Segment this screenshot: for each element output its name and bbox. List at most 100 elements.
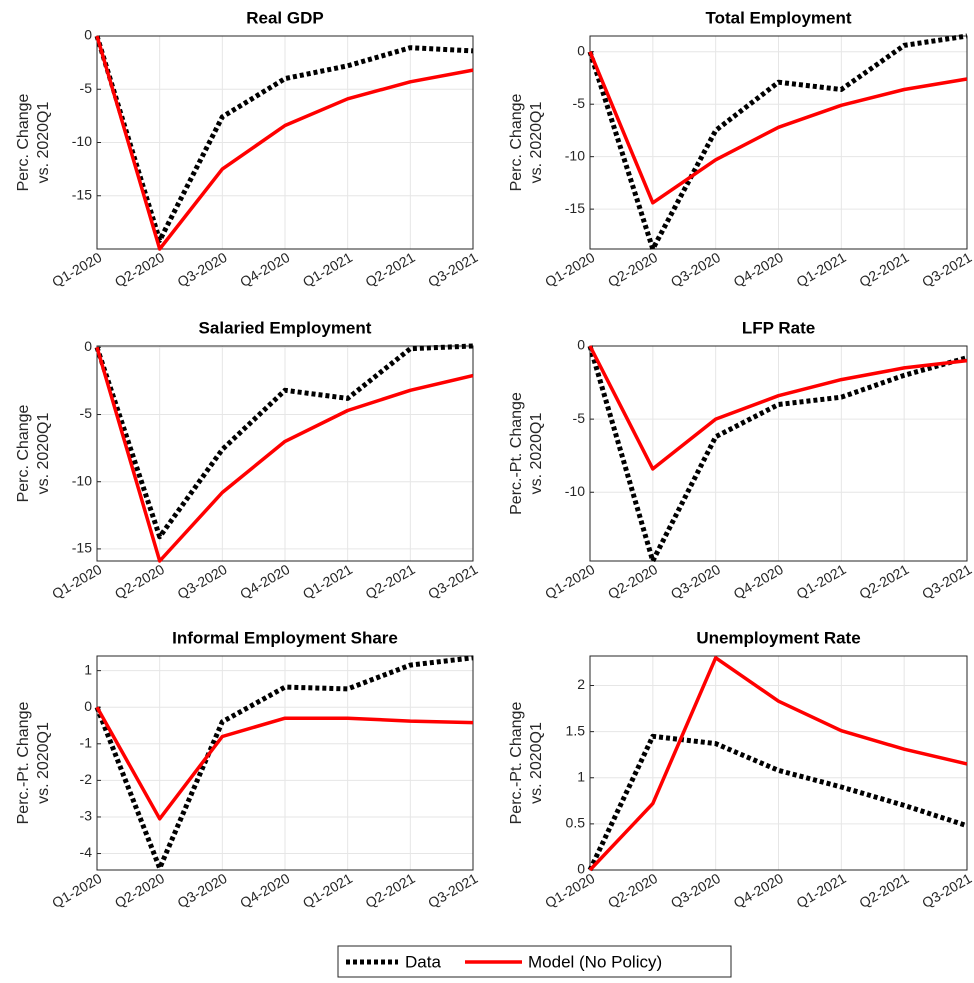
chart-title: Total Employment [705,8,851,27]
y-tick-label: 0 [577,861,585,877]
y-axis-label: Perc. Change [508,93,525,191]
axes-box [589,35,968,250]
x-tick-label: Q2-2021 [363,561,418,602]
y-tick-label: -1 [80,734,93,750]
chart-title: Unemployment Rate [696,628,860,647]
x-tick-label: Q3-2021 [425,870,480,911]
y-axis-label: vs. 2020Q1 [528,722,545,804]
series-line [94,35,474,243]
y-tick-label: -4 [80,844,93,860]
x-tick-label: Q3-2021 [919,870,974,911]
x-tick-label: Q3-2021 [425,561,480,602]
subplot: Q1-2020 Q2-2020 Q3-2020 Q4-2020 Q1-2021 Q2-20… [508,628,974,911]
series-line [588,51,968,205]
chart-title: Real GDP [246,8,323,27]
x-tick-label: Q2-2020 [112,870,167,911]
y-axis-label: Perc.-Pt. Change [508,702,525,825]
x-tick-label: Q2-2020 [605,561,660,602]
x-tick-label: Q4-2020 [237,561,292,602]
x-tick-label: Q2-2021 [363,870,418,911]
y-axis-label: Perc. Change [15,93,32,191]
y-axis-label: Perc.-Pt. Change [15,702,32,825]
y-tick-label: -10 [72,133,92,149]
legend-label: Model (No Policy) [528,952,662,971]
y-axis-label: vs. 2020Q1 [35,101,52,183]
x-tick-label: Q2-2020 [112,561,167,602]
x-tick-label: Q4-2020 [731,561,786,602]
y-axis-label: vs. 2020Q1 [528,101,545,183]
series-line [588,656,968,872]
x-tick-label: Q1-2021 [794,249,849,290]
x-tick-label: Q3-2020 [668,870,723,911]
axes-box [96,655,474,871]
x-tick-label: Q2-2020 [605,249,660,290]
y-tick-label: -3 [80,808,93,824]
legend: Data Model (No Policy) [337,945,732,978]
axes-box [589,345,968,562]
y-axis-label: vs. 2020Q1 [35,722,52,804]
x-tick-label: Q2-2021 [856,561,911,602]
x-tick-label: Q1-2021 [300,561,355,602]
y-tick-label: -10 [565,483,585,499]
x-tick-label: Q4-2020 [731,870,786,911]
y-tick-label: -5 [573,95,586,111]
x-tick-label: Q2-2021 [856,249,911,290]
y-tick-label: 0 [84,338,92,354]
x-tick-label: Q1-2021 [794,870,849,911]
y-axis-label: Perc.-Pt. Change [508,392,525,515]
x-tick-label: Q1-2020 [49,561,104,602]
y-tick-label: 0 [84,698,92,714]
chart-title: LFP Rate [742,318,815,337]
y-tick-label: 0.5 [566,815,586,831]
y-tick-label: -15 [72,540,92,556]
chart-title: Informal Employment Share [172,628,398,647]
y-tick-label: -5 [80,405,93,421]
y-tick-label: 1 [577,768,585,784]
x-tick-label: Q3-2021 [425,249,480,290]
y-tick-label: -10 [565,147,585,163]
x-tick-label: Q3-2020 [668,249,723,290]
x-tick-label: Q1-2021 [794,561,849,602]
y-tick-label: 0 [577,42,585,58]
x-tick-label: Q1-2021 [300,249,355,290]
subplot: Q1-2020 Q2-2020 Q3-2020 Q4-2020 Q1-2021 Q2-20… [15,8,480,290]
y-axis-label: Perc. Change [15,404,32,502]
subplot: Q1-2020 Q2-2020 Q3-2020 Q4-2020 Q1-2021 Q2-20… [508,8,974,290]
x-tick-label: Q1-2021 [300,870,355,911]
x-tick-label: Q1-2020 [542,249,597,290]
series-line [94,343,474,540]
x-tick-label: Q4-2020 [237,870,292,911]
y-tick-label: 0 [84,27,92,43]
x-tick-label: Q1-2020 [542,870,597,911]
x-tick-label: Q2-2021 [363,249,418,290]
y-tick-label: -15 [565,200,585,216]
x-tick-label: Q2-2020 [112,249,167,290]
y-tick-label: -15 [72,186,92,202]
y-tick-label: 1.5 [566,722,586,738]
x-tick-label: Q3-2020 [175,870,230,911]
x-tick-label: Q3-2020 [668,561,723,602]
y-axis-label: vs. 2020Q1 [528,412,545,494]
subplot: Q1-2020 Q2-2020 Q3-2020 Q4-2020 Q1-2021 Q2-20… [15,318,480,602]
x-tick-label: Q3-2020 [175,561,230,602]
x-tick-label: Q3-2020 [175,249,230,290]
x-tick-label: Q2-2021 [856,870,911,911]
series-line [94,655,474,871]
y-tick-label: -5 [80,80,93,96]
subplot: Q1-2020 Q2-2020 Q3-2020 Q4-2020 Q1-2021 Q2-20… [508,318,974,602]
series-line [587,733,968,872]
series-line [95,35,474,251]
subplot: Q1-2020 Q2-2020 Q3-2020 Q4-2020 Q1-2021 Q2-20… [15,628,480,911]
series-line [587,33,968,252]
series-line [587,345,968,564]
x-tick-label: Q3-2021 [919,561,974,602]
x-tick-label: Q2-2020 [605,870,660,911]
x-tick-label: Q1-2020 [49,870,104,911]
y-tick-label: 1 [84,661,92,677]
axes-box [96,35,474,250]
y-tick-label: 0 [577,337,585,353]
series-line [588,345,968,471]
x-tick-label: Q4-2020 [237,249,292,290]
x-tick-label: Q1-2020 [542,561,597,602]
